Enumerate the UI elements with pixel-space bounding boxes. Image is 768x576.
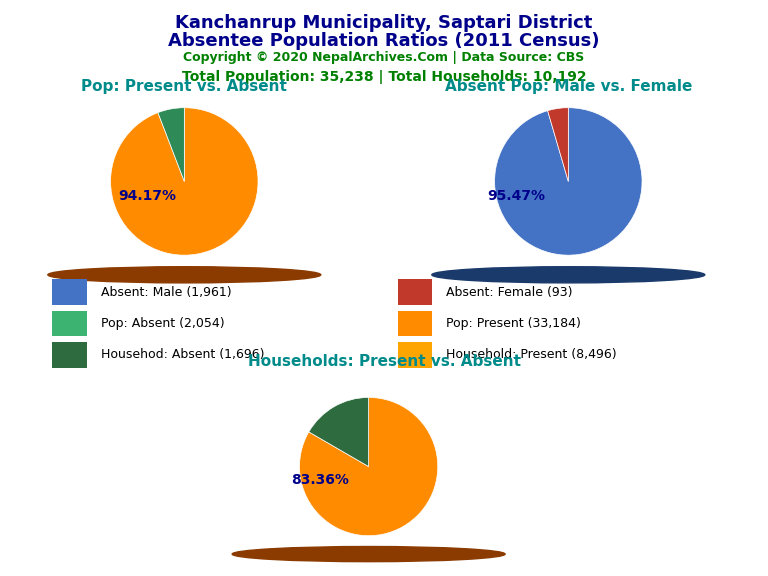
Text: Pop: Present (33,184): Pop: Present (33,184)	[446, 317, 581, 330]
Wedge shape	[300, 397, 438, 536]
FancyBboxPatch shape	[52, 310, 87, 336]
Text: Absent: Female (93): Absent: Female (93)	[446, 286, 573, 299]
Text: 4.53%: 4.53%	[0, 575, 1, 576]
Text: Total Population: 35,238 | Total Households: 10,192: Total Population: 35,238 | Total Househo…	[182, 70, 586, 84]
FancyBboxPatch shape	[52, 342, 87, 368]
Wedge shape	[111, 108, 258, 255]
Text: 5.83%: 5.83%	[0, 575, 1, 576]
Text: 94.17%: 94.17%	[118, 189, 177, 203]
Wedge shape	[548, 108, 568, 181]
Text: Households: Present vs. Absent: Households: Present vs. Absent	[247, 354, 521, 369]
Ellipse shape	[48, 267, 321, 283]
FancyBboxPatch shape	[398, 342, 432, 368]
Text: Househod: Absent (1,696): Househod: Absent (1,696)	[101, 348, 264, 361]
Text: Pop: Present vs. Absent: Pop: Present vs. Absent	[81, 79, 287, 94]
Wedge shape	[158, 108, 184, 181]
FancyBboxPatch shape	[398, 279, 432, 305]
Text: 95.47%: 95.47%	[488, 189, 546, 203]
Text: 16.64%: 16.64%	[0, 575, 1, 576]
Text: Absentee Population Ratios (2011 Census): Absentee Population Ratios (2011 Census)	[168, 32, 600, 50]
Text: Kanchanrup Municipality, Saptari District: Kanchanrup Municipality, Saptari Distric…	[175, 14, 593, 32]
Text: Copyright © 2020 NepalArchives.Com | Data Source: CBS: Copyright © 2020 NepalArchives.Com | Dat…	[184, 51, 584, 64]
Text: Absent: Male (1,961): Absent: Male (1,961)	[101, 286, 231, 299]
FancyBboxPatch shape	[398, 310, 432, 336]
Text: Absent Pop: Male vs. Female: Absent Pop: Male vs. Female	[445, 79, 692, 94]
Text: Pop: Absent (2,054): Pop: Absent (2,054)	[101, 317, 224, 330]
Text: 83.36%: 83.36%	[291, 473, 349, 487]
Ellipse shape	[232, 547, 505, 562]
Text: Household: Present (8,496): Household: Present (8,496)	[446, 348, 617, 361]
Wedge shape	[495, 108, 642, 255]
Ellipse shape	[432, 267, 705, 283]
Wedge shape	[309, 397, 369, 467]
FancyBboxPatch shape	[52, 279, 87, 305]
